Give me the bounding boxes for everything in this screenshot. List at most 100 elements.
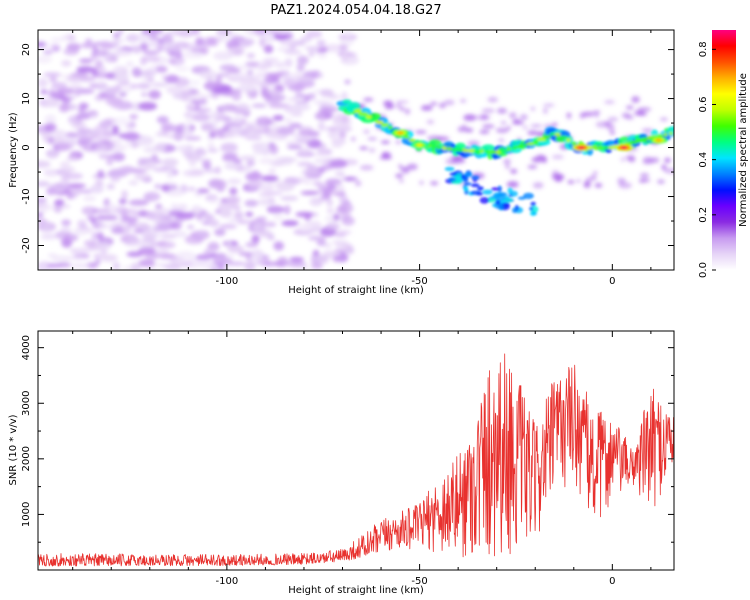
heatmap-noise-blob (111, 227, 124, 235)
heatmap-noise-blob (176, 203, 188, 212)
heatmap-noise-blob (482, 114, 487, 120)
heatmap-noise-blob (51, 91, 66, 100)
heatmap-noise-blob (156, 115, 169, 124)
heatmap-noise-blob (104, 55, 118, 63)
heatmap-noise-blob (592, 110, 601, 114)
heatmap-noise-blob (173, 125, 183, 134)
heatmap-noise-blob (618, 182, 632, 189)
heatmap-noise-blob (363, 129, 370, 134)
heatmap-noise-blob (230, 36, 246, 41)
heatmap-noise-blob (215, 30, 233, 36)
heatmap-streak-blob (489, 196, 496, 200)
heatmap-noise-blob (69, 193, 78, 199)
colorbar-tick-label: 0.6 (698, 97, 709, 113)
heatmap-noise-blob (257, 198, 276, 206)
heatmap-noise-blob (200, 46, 209, 55)
heatmap-noise-blob (222, 154, 238, 162)
heatmap-noise-blob (162, 158, 179, 167)
heatmap-noise-blob (313, 152, 328, 158)
heatmap-noise-blob (191, 113, 211, 122)
heatmap-noise-blob (242, 30, 255, 34)
colorbar-tick-label: 0.2 (698, 207, 709, 223)
heatmap-noise-blob (43, 223, 51, 232)
heatmap-noise-blob (157, 241, 176, 249)
heatmap-noise-blob (604, 100, 615, 104)
heatmap-noise-blob (344, 79, 351, 85)
heatmap-noise-blob (244, 199, 259, 207)
heatmap-noise-blob (38, 78, 48, 88)
heatmap-noise-blob (87, 110, 98, 115)
heatmap-ridge-blob (667, 126, 674, 135)
heatmap-noise-blob (316, 39, 326, 47)
heatmap-noise-blob (594, 183, 603, 188)
heatmap-ridge-core (663, 132, 668, 137)
heatmap-noise-blob (143, 30, 164, 35)
heatmap-noise-blob (338, 130, 347, 139)
heatmap-noise-blob (279, 70, 290, 77)
heatmap-noise-blob (401, 168, 410, 175)
heatmap-noise-blob (297, 126, 314, 132)
heatmap-noise-blob (255, 30, 266, 37)
heatmap-noise-blob (207, 148, 219, 153)
heatmap-noise-blob (457, 126, 468, 133)
heatmap-noise-blob (542, 156, 547, 164)
heatmap-noise-blob (38, 42, 46, 47)
heatmap-noise-blob (202, 41, 219, 47)
heatmap-streak-blob (529, 206, 534, 211)
heatmap-ridge-core (431, 145, 436, 149)
heatmap-noise-blob (263, 44, 274, 54)
heatmap-noise-blob (288, 122, 302, 129)
heatmap-noise-blob (363, 97, 374, 102)
heatmap-noise-blob (224, 162, 240, 170)
heatmap-noise-blob (657, 179, 665, 184)
heatmap-noise-blob (46, 187, 57, 196)
heatmap-noise-blob (73, 228, 88, 237)
heatmap-noise-blob (110, 176, 121, 183)
heatmap-noise-blob (419, 180, 424, 185)
snr-x-tick-label: 0 (609, 576, 615, 587)
heatmap-noise-blob (487, 96, 499, 103)
heatmap-noise-blob (420, 105, 433, 111)
heatmap-hotspot (578, 146, 585, 150)
heatmap-noise-blob (203, 81, 222, 90)
heatmap-noise-blob (530, 124, 543, 128)
heatmap-noise-blob (196, 188, 210, 194)
heatmap-noise-blob (166, 85, 183, 95)
heatmap-noise-blob (443, 99, 455, 106)
heatmap-noise-blob (98, 40, 113, 49)
heatmap-streak-blob (490, 187, 500, 191)
heatmap-noise-blob (61, 219, 71, 226)
heatmap-noise-blob (97, 232, 104, 241)
heatmap-noise-blob (125, 33, 140, 43)
heatmap-noise-blob (262, 57, 279, 63)
heatmap-noise-blob (344, 176, 358, 181)
heatmap-noise-blob (68, 34, 76, 42)
heatmap-noise-blob (133, 222, 151, 231)
heatmap-noise-blob (161, 75, 169, 80)
heatmap-streak-blob (482, 189, 493, 195)
heatmap-noise-blob (118, 92, 127, 97)
heatmap-noise-blob (195, 37, 205, 47)
heatmap-ridge-core (601, 145, 611, 150)
heatmap-noise-blob (153, 218, 170, 224)
heatmap-noise-blob (213, 51, 233, 61)
heatmap-noise-blob (399, 179, 404, 183)
heatmap-noise-blob (202, 263, 218, 270)
heatmap-noise-blob (359, 164, 374, 171)
heatmap-noise-blob (551, 170, 560, 177)
heatmap-noise-blob (527, 164, 538, 169)
heatmap-noise-blob (75, 247, 93, 253)
heatmap-noise-blob (80, 189, 93, 194)
heatmap-noise-blob (270, 94, 282, 104)
heatmap-noise-blob (436, 136, 450, 142)
heatmap-noise-blob (318, 46, 329, 53)
heatmap-noise-blob (396, 102, 401, 110)
heatmap-noise-blob (184, 136, 202, 141)
heatmap-noise-blob (322, 188, 333, 197)
heatmap-noise-blob (283, 205, 291, 215)
figure-title: PAZ1.2024.054.04.18.G27 (270, 3, 441, 18)
heatmap-noise-blob (202, 161, 212, 170)
heatmap-noise-blob (252, 222, 264, 232)
heatmap-streak-blob (530, 211, 537, 216)
heatmap-noise-blob (233, 108, 248, 115)
